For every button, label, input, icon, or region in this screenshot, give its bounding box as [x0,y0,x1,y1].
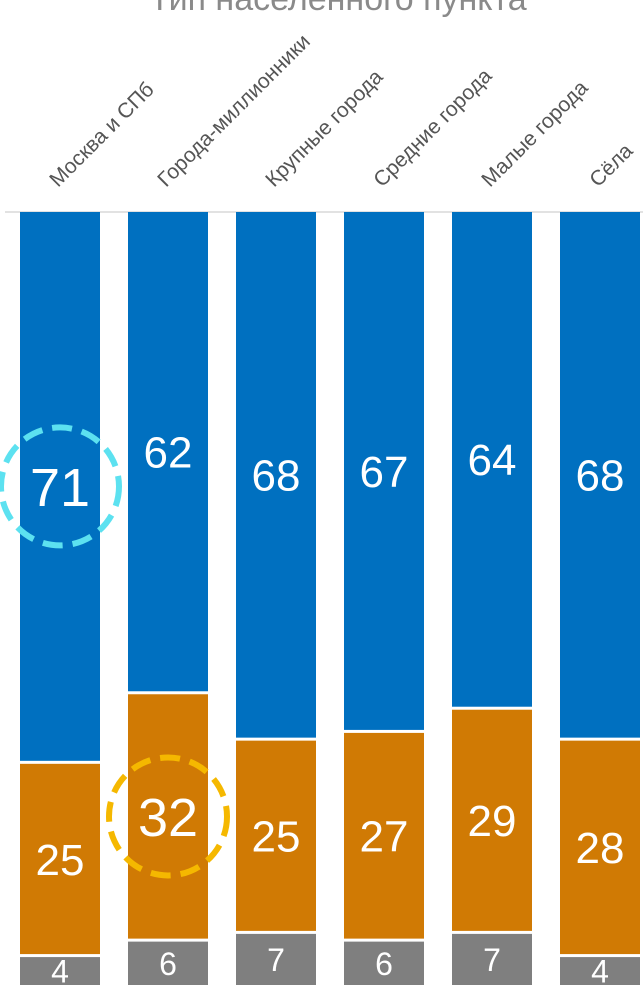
bar-segment [452,212,532,707]
bar-segment [452,709,532,931]
data-label: 68 [576,452,625,501]
chart-title: Тип населенного пункта [149,0,526,18]
data-label: 4 [51,954,69,985]
bar-segment [344,732,424,939]
bar-segment [20,212,100,761]
bar-segment [128,941,208,985]
bar-segment [560,957,640,985]
data-label: 27 [360,813,409,862]
category-label: Крупные города [261,65,387,191]
category-label: Малые города [477,76,592,191]
data-label: 28 [576,824,625,873]
data-label: 29 [468,797,517,846]
data-label: 32 [138,788,198,848]
bar-segment [560,212,640,738]
category-label: Москва и СПб [45,78,158,191]
bar-segment [236,212,316,738]
data-label: 7 [483,942,501,978]
bar-segment [236,740,316,931]
highlight-circle [106,754,230,879]
highlight-circle [0,424,122,549]
data-label: 68 [252,452,301,501]
data-label: 4 [591,954,609,985]
data-label: 25 [252,813,301,862]
bar-segment [452,933,532,985]
data-label: 64 [468,436,517,485]
data-label: 6 [159,946,177,982]
bar-segment [344,212,424,730]
bar-segment [20,957,100,985]
bar-segment [236,933,316,985]
bar-segment [344,941,424,985]
data-label: 25 [36,836,85,885]
data-label: 67 [360,448,409,497]
data-label: 7 [267,942,285,978]
category-label: Средние города [369,64,496,191]
data-label: 71 [30,458,90,518]
data-label: 6 [375,946,393,982]
bar-segment [128,694,208,939]
bar-segment [560,740,640,955]
data-label: 62 [144,428,193,477]
bar-segment [128,212,208,692]
category-label: Сёла [585,139,637,191]
bar-segment [20,763,100,955]
